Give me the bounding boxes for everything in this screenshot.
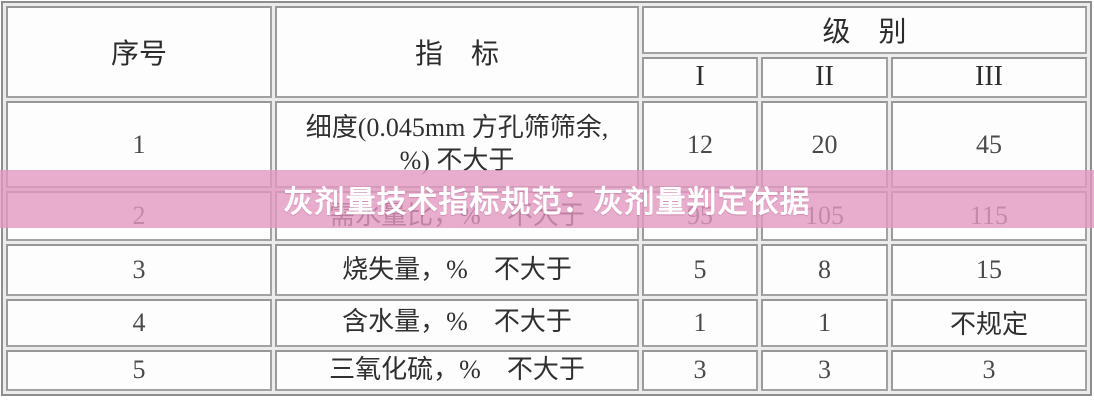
table-row: 3 烧失量，% 不大于 5 8 15 bbox=[6, 243, 1088, 296]
indicator-text: 烧失量，% 不大于 bbox=[342, 254, 572, 284]
title-banner: 灰剂量技术指标规范：灰剂量判定依据 bbox=[0, 170, 1094, 228]
cell-seq: 3 bbox=[6, 243, 272, 296]
cell-grade-2: 3 bbox=[761, 349, 888, 391]
header-row-1: 序号 指 标 级 别 bbox=[6, 6, 1088, 99]
cell-indicator: 烧失量，% 不大于 bbox=[275, 243, 639, 296]
header-grade: 级 别 bbox=[642, 6, 1088, 54]
header-grade-2: II bbox=[761, 56, 888, 99]
banner-title: 灰剂量技术指标规范：灰剂量判定依据 bbox=[283, 186, 811, 219]
cell-grade-1: 3 bbox=[642, 349, 758, 391]
cell-grade-3: 3 bbox=[891, 349, 1088, 391]
cell-grade-2: 8 bbox=[761, 243, 888, 296]
header-seq: 序号 bbox=[6, 6, 272, 99]
cell-grade-1: 5 bbox=[642, 243, 758, 296]
cell-grade-3: 15 bbox=[891, 243, 1088, 296]
cell-grade-1: 1 bbox=[642, 298, 758, 347]
indicator-text: 三氧化硫，% 不大于 bbox=[329, 355, 585, 384]
header-row-2: I II III bbox=[6, 56, 1088, 99]
cell-indicator: 含水量，% 不大于 bbox=[275, 298, 639, 347]
header-grade-1: I bbox=[642, 56, 758, 99]
table-row: 5 三氧化硫，% 不大于 3 3 3 bbox=[6, 349, 1088, 391]
cell-grade-2: 1 bbox=[761, 298, 888, 347]
table-row: 4 含水量，% 不大于 1 1 不规定 bbox=[6, 298, 1088, 347]
cell-seq: 5 bbox=[6, 349, 272, 391]
cell-seq: 4 bbox=[6, 298, 272, 347]
header-indicator: 指 标 bbox=[275, 6, 639, 99]
header-grade-3: III bbox=[891, 56, 1088, 99]
cell-indicator: 三氧化硫，% 不大于 bbox=[275, 349, 639, 391]
cell-grade-3: 不规定 bbox=[891, 298, 1088, 347]
indicator-text: 细度(0.045mm 方孔筛筛余, %) 不大于 bbox=[305, 113, 609, 175]
indicator-text: 含水量，% 不大于 bbox=[342, 307, 572, 337]
